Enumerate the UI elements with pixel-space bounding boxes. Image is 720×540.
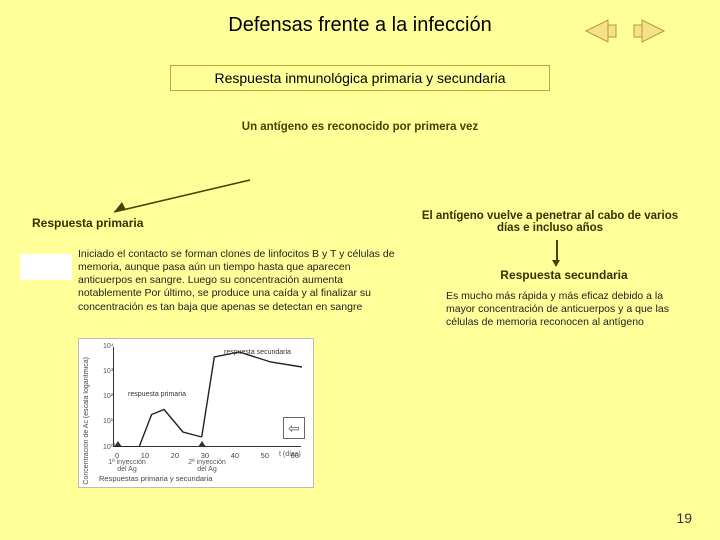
immune-response-chart: Concentración de Ac (escala logarítmica)…: [78, 338, 314, 488]
chart-injection2-label: 2ª inyección del Ag: [187, 459, 227, 473]
arrow-to-secondary-head: [552, 260, 560, 267]
arrow-to-primary: [100, 176, 260, 220]
chart-secondary-series-label: respuesta secundaria: [224, 349, 291, 356]
next-arrow-icon[interactable]: [632, 18, 666, 44]
arrow-to-secondary: [556, 240, 558, 262]
page-number: 19: [676, 510, 692, 526]
chart-ytick: 10¹: [103, 418, 113, 425]
chart-primary-series-label: respuesta primaria: [128, 391, 186, 398]
chart-ylabel: Concentración de Ac (escala logarítmica): [83, 357, 90, 485]
chart-ytick: 10⁰: [103, 443, 114, 451]
chart-plot-area: respuesta primaria respuesta secundaria: [113, 347, 301, 447]
secondary-response-body: Es mucho más rápida y más eficaz debido …: [434, 290, 694, 329]
chart-xtick: 50: [261, 451, 269, 460]
return-icon[interactable]: ⇦: [283, 417, 305, 439]
antigen-return-label: El antígeno vuelve a penetrar al cabo de…: [420, 210, 680, 234]
primary-response-body: Iniciado el contacto se forman clones de…: [78, 248, 398, 314]
subtitle-box: Respuesta inmunológica primaria y secund…: [170, 65, 550, 91]
chart-caption: Respuestas primaria y secundaria: [99, 475, 212, 483]
chart-xunit: t (días): [279, 451, 301, 458]
first-recognition-heading: Un antígeno es reconocido por primera ve…: [0, 121, 720, 133]
white-patch: [20, 254, 72, 280]
chart-ytick: 10⁴: [103, 343, 114, 350]
secondary-response-label: Respuesta secundaria: [434, 268, 694, 282]
chart-xtick: 40: [231, 451, 239, 460]
prev-arrow-icon[interactable]: [584, 18, 618, 44]
chart-injection1-label: 1ª inyección del Ag: [107, 459, 147, 473]
chart-ytick: 10²: [103, 393, 113, 400]
primary-response-label: Respuesta primaria: [32, 216, 143, 230]
chart-xtick: 20: [171, 451, 179, 460]
chart-ytick: 10³: [103, 368, 113, 375]
